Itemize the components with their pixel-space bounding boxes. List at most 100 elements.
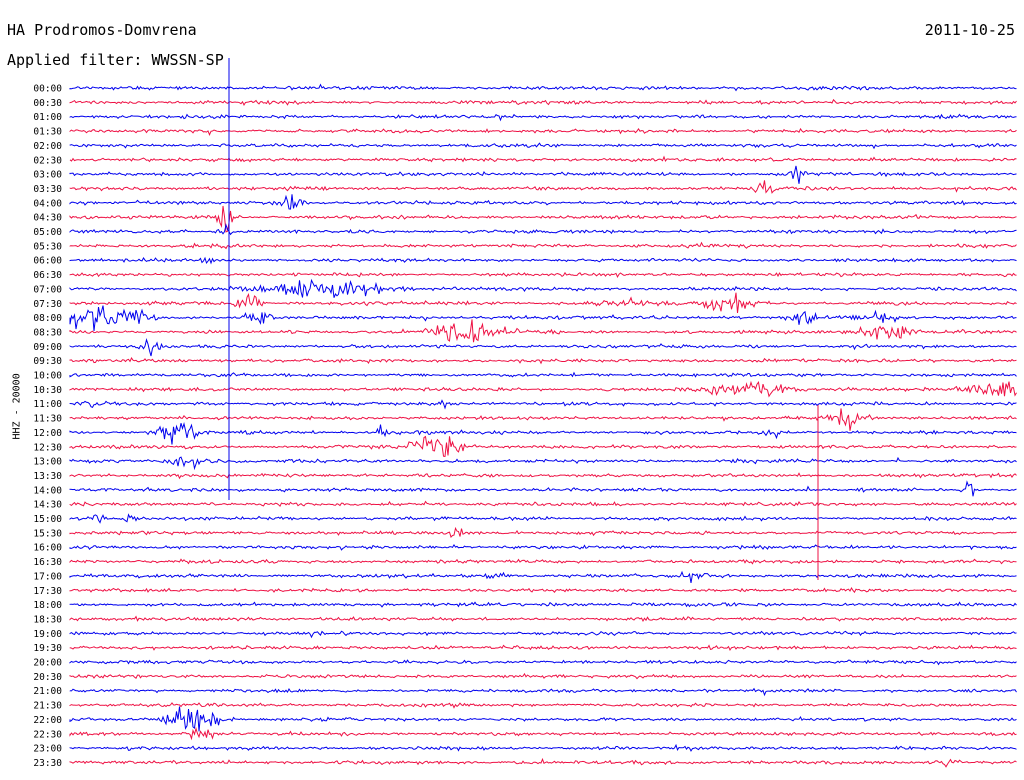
trace-line — [69, 702, 1017, 709]
trace-row-1630: 16:30 — [33, 557, 1017, 568]
time-label: 02:30 — [33, 155, 62, 166]
time-label: 10:30 — [33, 385, 62, 396]
trace-line — [69, 757, 1017, 768]
trace-row-1000: 10:00 — [33, 371, 1017, 382]
trace-row-0200: 02:00 — [33, 141, 1017, 152]
time-label: 20:00 — [33, 658, 62, 669]
trace-row-0300: 03:00 — [33, 165, 1017, 184]
time-label: 06:30 — [33, 270, 62, 281]
time-label: 01:30 — [33, 127, 62, 138]
time-label: 20:30 — [33, 672, 62, 683]
time-label: 17:00 — [33, 571, 62, 582]
trace-row-0430: 04:30 — [33, 205, 1017, 233]
station-title: HA Prodromos-Domvrena — [7, 21, 197, 39]
trace-line — [69, 194, 1017, 210]
trace-row-0330: 03:30 — [33, 180, 1017, 195]
time-label: 15:30 — [33, 528, 62, 539]
trace-row-2330: 23:30 — [33, 757, 1017, 769]
time-label: 13:30 — [33, 471, 62, 482]
trace-line — [69, 127, 1017, 136]
time-label: 09:00 — [33, 342, 62, 353]
trace-line — [69, 558, 1017, 565]
record-date: 2011-10-25 — [924, 21, 1015, 39]
trace-line — [69, 570, 1017, 583]
trace-line — [69, 142, 1017, 150]
trace-line — [69, 113, 1017, 122]
trace-line — [69, 338, 1017, 357]
trace-row-2000: 20:00 — [33, 658, 1017, 669]
time-label: 06:00 — [33, 256, 62, 267]
time-label: 04:00 — [33, 198, 62, 209]
trace-line — [69, 630, 1017, 639]
applied-filter: Applied filter: WWSSN-SP — [7, 51, 224, 69]
trace-row-1830: 18:30 — [33, 614, 1017, 625]
time-label: 10:00 — [33, 371, 62, 382]
time-label: 15:00 — [33, 514, 62, 525]
trace-row-0130: 01:30 — [33, 127, 1017, 138]
trace-line — [69, 180, 1017, 194]
trace-line — [69, 155, 1017, 163]
time-label: 19:30 — [33, 643, 62, 654]
trace-row-1400: 14:00 — [33, 480, 1017, 497]
time-label: 03:30 — [33, 184, 62, 195]
trace-line — [69, 223, 1017, 236]
trace-line — [69, 422, 1017, 445]
trace-row-1430: 14:30 — [33, 500, 1017, 511]
time-label: 07:30 — [33, 299, 62, 310]
trace-line — [69, 526, 1017, 538]
trace-row-0900: 09:00 — [33, 338, 1017, 357]
time-label: 09:30 — [33, 356, 62, 367]
time-label: 11:30 — [33, 414, 62, 425]
trace-line — [69, 305, 1017, 331]
trace-row-0000: 00:00 — [33, 84, 1017, 95]
time-label: 17:30 — [33, 586, 62, 597]
trace-row-1730: 17:30 — [33, 586, 1017, 597]
trace-row-0100: 01:00 — [33, 112, 1017, 123]
trace-line — [69, 319, 1017, 343]
trace-line — [69, 706, 1017, 732]
trace-line — [69, 480, 1017, 497]
trace-line — [69, 687, 1017, 697]
time-label: 04:30 — [33, 213, 62, 224]
trace-row-1330: 13:30 — [33, 471, 1017, 482]
trace-line — [69, 278, 1017, 298]
trace-row-1930: 19:30 — [33, 643, 1017, 654]
trace-row-2200: 22:00 — [33, 706, 1017, 732]
time-label: 16:30 — [33, 557, 62, 568]
trace-row-1200: 12:00 — [33, 422, 1017, 445]
trace-row-0800: 08:00 — [33, 305, 1017, 331]
trace-row-2100: 21:00 — [33, 686, 1017, 697]
time-label: 00:00 — [33, 84, 62, 95]
trace-line — [69, 513, 1017, 524]
time-label: 21:00 — [33, 686, 62, 697]
trace-line — [69, 543, 1017, 551]
trace-line — [69, 726, 1017, 741]
trace-line — [69, 408, 1017, 431]
time-label: 05:30 — [33, 241, 62, 252]
time-label: 16:00 — [33, 543, 62, 554]
trace-line — [69, 256, 1017, 265]
time-label: 13:00 — [33, 457, 62, 468]
time-label: 22:30 — [33, 729, 62, 740]
time-label: 08:30 — [33, 327, 62, 338]
time-label: 01:00 — [33, 112, 62, 123]
trace-line — [69, 601, 1017, 608]
time-label: 22:00 — [33, 715, 62, 726]
trace-line — [69, 380, 1017, 398]
trace-line — [69, 98, 1017, 107]
trace-row-1100: 11:00 — [33, 399, 1017, 410]
trace-row-1900: 19:00 — [33, 629, 1017, 640]
trace-line — [69, 371, 1017, 378]
time-label: 14:30 — [33, 500, 62, 511]
trace-line — [69, 659, 1017, 666]
trace-row-1030: 10:30 — [33, 380, 1017, 398]
trace-line — [69, 472, 1017, 480]
trace-row-0530: 05:30 — [33, 241, 1017, 252]
trace-line — [69, 615, 1017, 623]
time-label: 23:30 — [33, 758, 62, 769]
trace-line — [69, 586, 1017, 594]
trace-row-2130: 21:30 — [33, 701, 1017, 712]
trace-row-0830: 08:30 — [33, 319, 1017, 343]
time-label: 08:00 — [33, 313, 62, 324]
trace-row-0930: 09:30 — [33, 356, 1017, 367]
